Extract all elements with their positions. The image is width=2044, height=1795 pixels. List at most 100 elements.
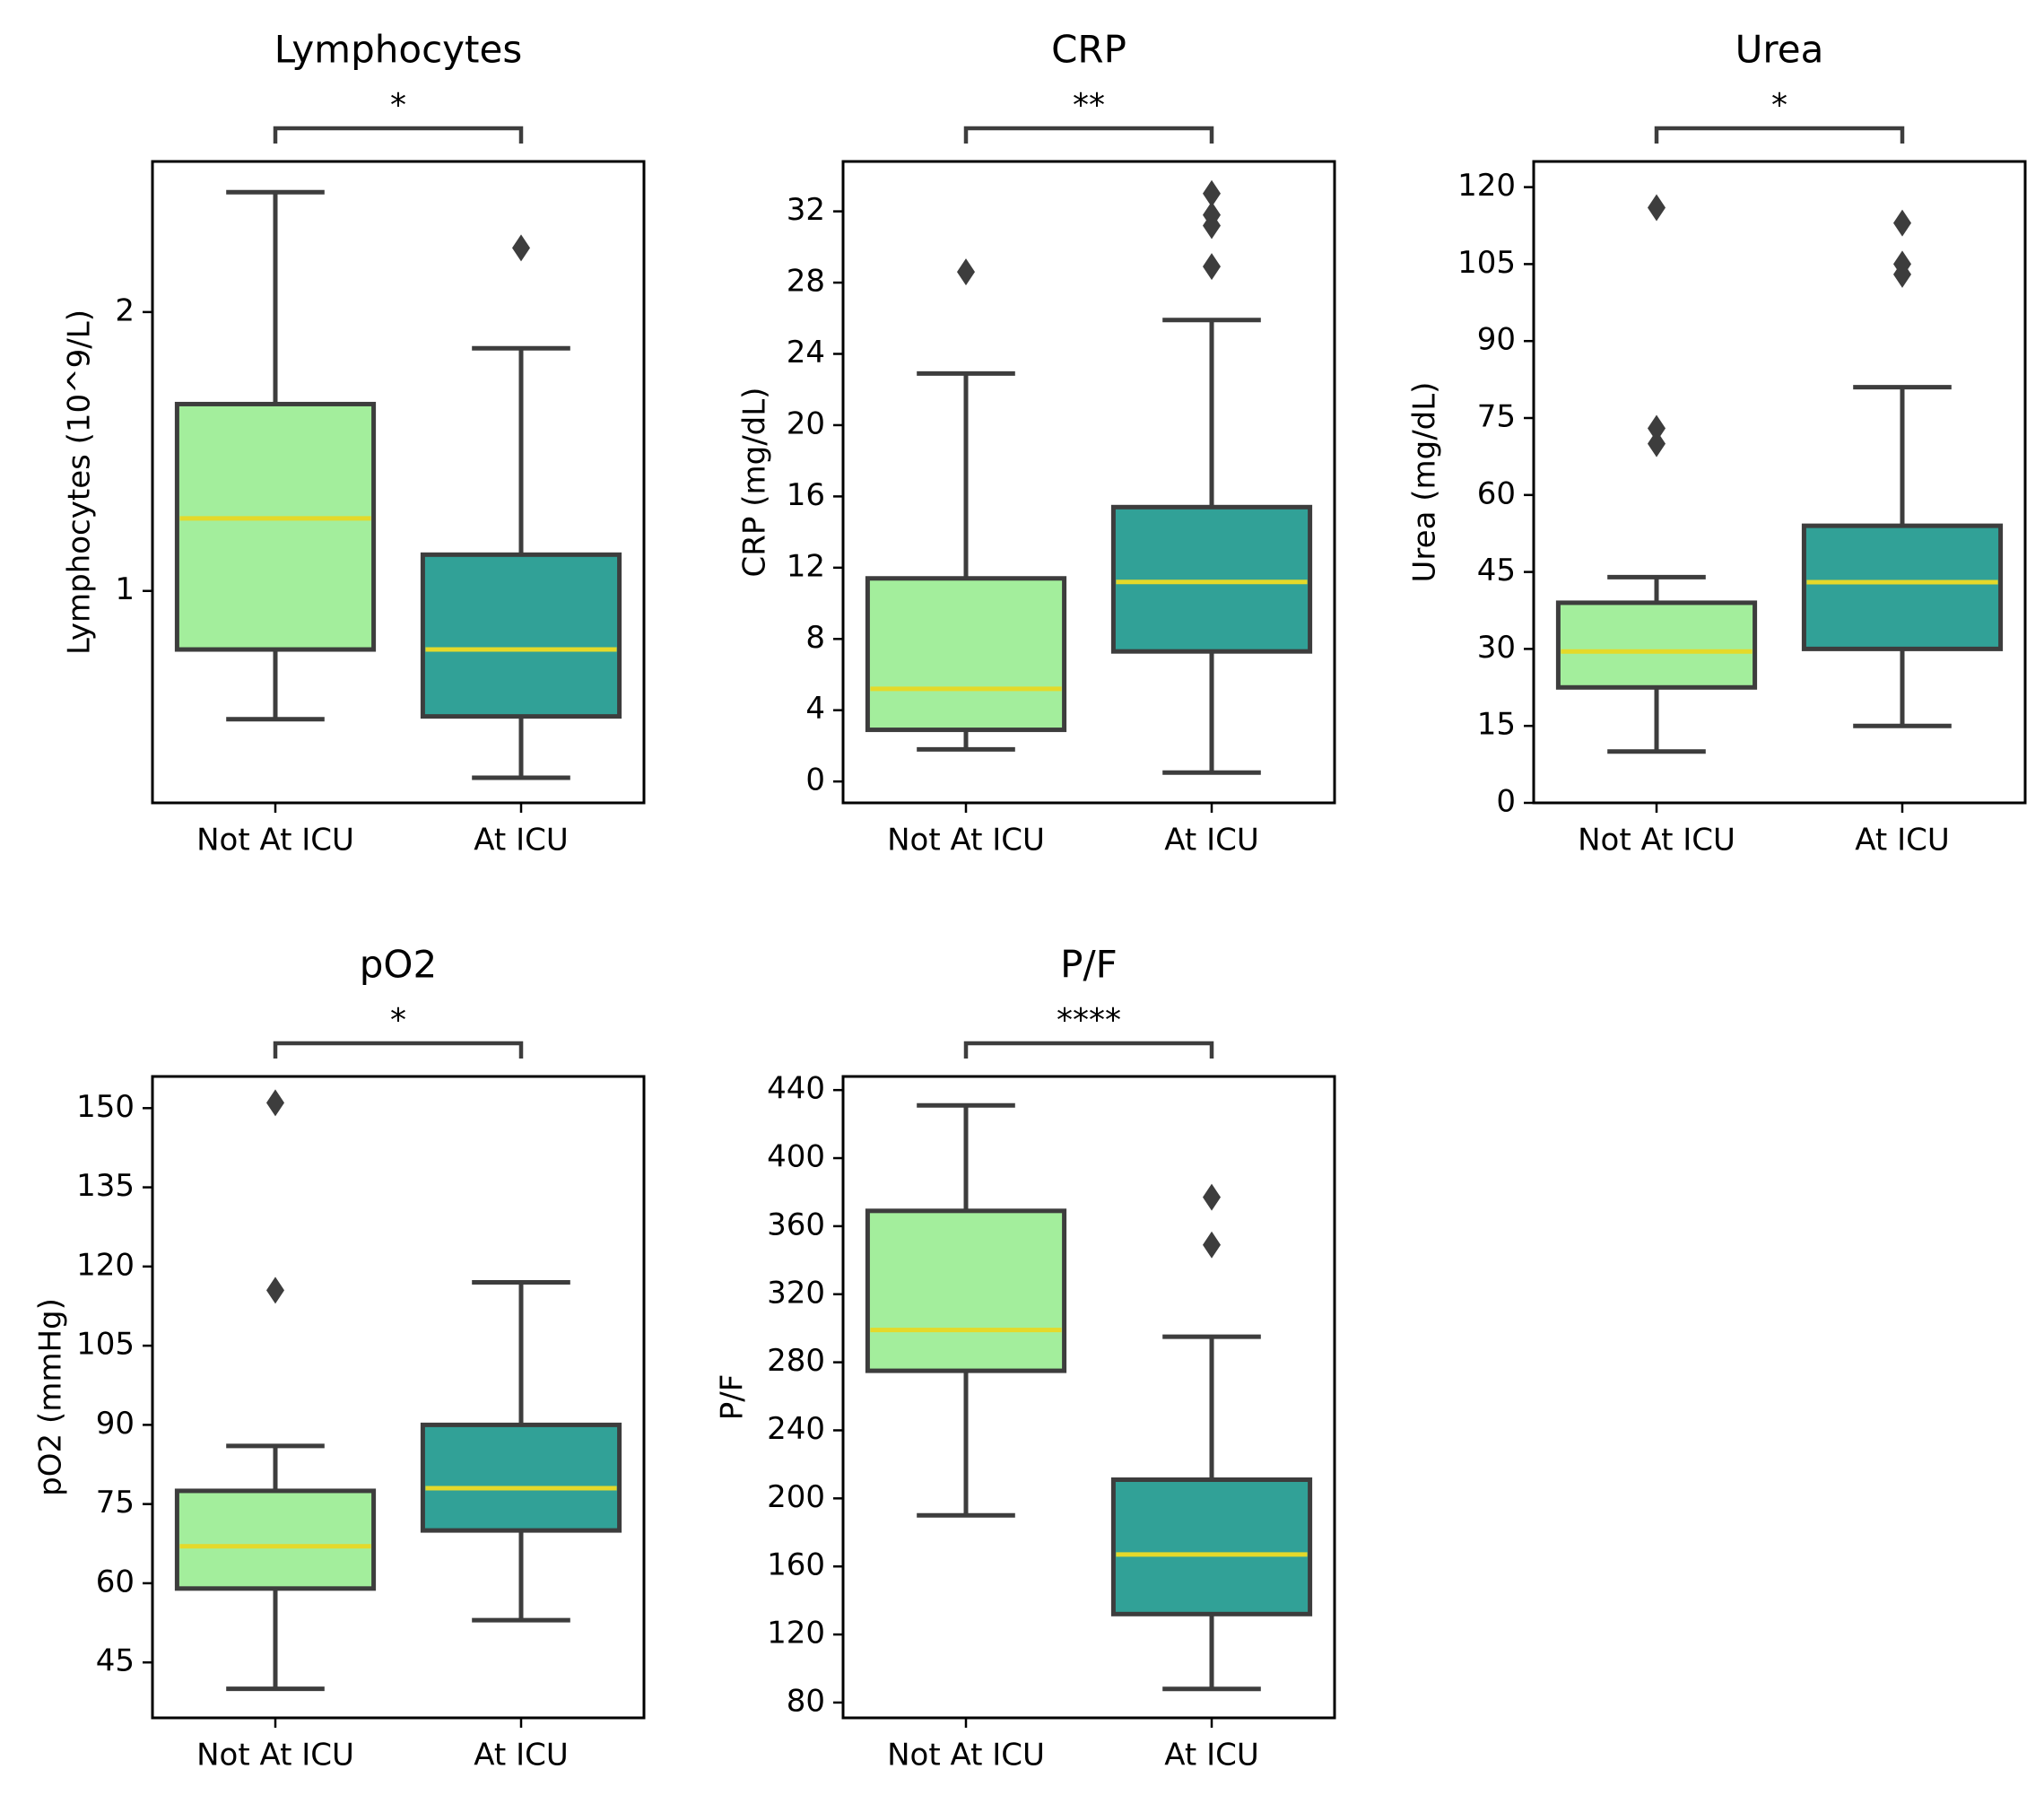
box-at-icu	[1801, 209, 2004, 728]
outlier-point	[1203, 1231, 1221, 1259]
y-tick-label: 0	[805, 762, 825, 798]
outlier-point	[1648, 194, 1666, 222]
iqr-box	[1801, 523, 2004, 651]
y-tick-label: 200	[767, 1479, 825, 1515]
outlier-point	[266, 1089, 284, 1117]
y-tick-label: 0	[1496, 784, 1516, 820]
panel-lymphocytes: Lymphocytes * 1 2 Lymphocytes (10^9/L) Not At…	[62, 28, 646, 858]
y-tick-label: 45	[96, 1643, 135, 1679]
y-axis-label: pO2 (mmHg)	[33, 1298, 69, 1496]
x-tick-label: At ICU	[474, 1738, 568, 1773]
iqr-box	[420, 552, 622, 719]
y-tick-label: 80	[787, 1683, 825, 1719]
x-tick-label: At ICU	[1164, 823, 1258, 858]
plot-frame	[151, 160, 646, 805]
iqr-box	[865, 1208, 1067, 1373]
box-not-at-icu	[865, 258, 1067, 752]
y-tick-label: 440	[767, 1071, 825, 1107]
y-tick-label: 120	[76, 1247, 135, 1283]
box-not-at-icu	[1555, 194, 1758, 754]
panel-urea: Urea * 0 15 30 45 60 75 90 105 120 Urea (mg/dL) Not …	[1407, 28, 2027, 858]
outlier-point	[1648, 430, 1666, 457]
box-not-at-icu	[174, 189, 377, 722]
y-tick-label: 150	[76, 1089, 135, 1125]
y-tick-label: 75	[1477, 399, 1516, 435]
outlier-point	[1203, 201, 1221, 229]
chart-title: P/F	[1060, 943, 1118, 987]
plot-frame	[841, 1075, 1336, 1720]
panel-crp: CRP ** 0 4 8 12 16 20 24 28 32 CRP (mg/dL) Not At IC…	[737, 28, 1336, 858]
y-tick-label: 30	[1477, 630, 1516, 666]
y-tick-label: 135	[76, 1168, 135, 1204]
y-axis-label: Urea (mg/dL)	[1407, 382, 1443, 583]
chart-title: Urea	[1735, 28, 1824, 72]
y-tick-label: 32	[787, 192, 825, 228]
y-tick-label: 45	[1477, 553, 1516, 588]
plot-frame	[151, 1075, 646, 1720]
plot-frame	[1532, 160, 2027, 805]
y-tick-label: 60	[1477, 475, 1516, 511]
x-tick-label: At ICU	[1164, 1738, 1258, 1773]
outlier-point	[266, 1277, 284, 1304]
y-tick-label: 75	[96, 1485, 135, 1521]
x-tick-label: At ICU	[474, 823, 568, 858]
y-tick-label: 90	[96, 1406, 135, 1442]
box-not-at-icu	[865, 1102, 1067, 1518]
significance-label: *	[390, 1002, 406, 1039]
y-tick-label: 120	[1457, 168, 1516, 204]
significance-label: *	[1771, 87, 1787, 124]
y-tick-label: 4	[805, 691, 825, 727]
y-tick-label: 12	[787, 548, 825, 584]
x-tick-label: Not At ICU	[1578, 823, 1735, 858]
y-axis-label: CRP (mg/dL)	[737, 388, 773, 578]
panel-po2: pO2 * 45 60 75 90 105 120 135 150 pO2 (mmHg) Not At…	[33, 943, 646, 1773]
y-tick-label: 160	[767, 1547, 825, 1583]
y-tick-label: 24	[787, 335, 825, 370]
outlier-point	[1203, 253, 1221, 281]
y-tick-label: 240	[767, 1411, 825, 1447]
y-tick-label: 1	[115, 571, 135, 607]
y-tick-label: 120	[767, 1616, 825, 1651]
y-tick-label: 15	[1477, 707, 1516, 743]
outlier-point	[1648, 414, 1666, 442]
box-at-icu	[420, 1280, 622, 1623]
chart-title: pO2	[360, 943, 437, 987]
box-at-icu	[1110, 1183, 1313, 1692]
iqr-box	[865, 576, 1067, 733]
y-tick-label: 400	[767, 1139, 825, 1175]
outlier-point	[1203, 179, 1221, 207]
significance-bracket	[963, 126, 1214, 144]
y-axis-label: P/F	[715, 1374, 751, 1421]
iqr-box	[1555, 600, 1758, 690]
outlier-point	[957, 258, 975, 286]
significance-bracket	[963, 1041, 1214, 1059]
outlier-point	[1893, 250, 1911, 278]
y-tick-label: 90	[1477, 322, 1516, 358]
x-tick-label: At ICU	[1855, 823, 1949, 858]
significance-label: **	[1073, 87, 1105, 124]
x-tick-label: Not At ICU	[196, 1738, 354, 1773]
x-tick-label: Not At ICU	[196, 823, 354, 858]
outlier-point	[512, 234, 530, 262]
iqr-box	[174, 1488, 377, 1591]
y-tick-label: 16	[787, 477, 825, 513]
panel-p-f: P/F **** 80 120 160 200 240 280 320 360 400 440 P/F N…	[715, 943, 1336, 1773]
iqr-box	[1110, 504, 1313, 654]
y-tick-label: 8	[805, 620, 825, 656]
box-not-at-icu	[174, 1089, 377, 1692]
y-axis-label: Lymphocytes (10^9/L)	[62, 309, 98, 655]
significance-label: ****	[1057, 1002, 1121, 1039]
y-tick-label: 20	[787, 405, 825, 441]
x-tick-label: Not At ICU	[887, 823, 1045, 858]
x-tick-label: Not At ICU	[887, 1738, 1045, 1773]
outlier-point	[1203, 1183, 1221, 1211]
box-at-icu	[420, 234, 622, 780]
y-tick-label: 320	[767, 1275, 825, 1311]
y-tick-label: 280	[767, 1343, 825, 1379]
y-tick-label: 28	[787, 264, 825, 300]
significance-bracket	[273, 1041, 524, 1059]
iqr-box	[420, 1422, 622, 1533]
chart-title: CRP	[1051, 28, 1126, 72]
